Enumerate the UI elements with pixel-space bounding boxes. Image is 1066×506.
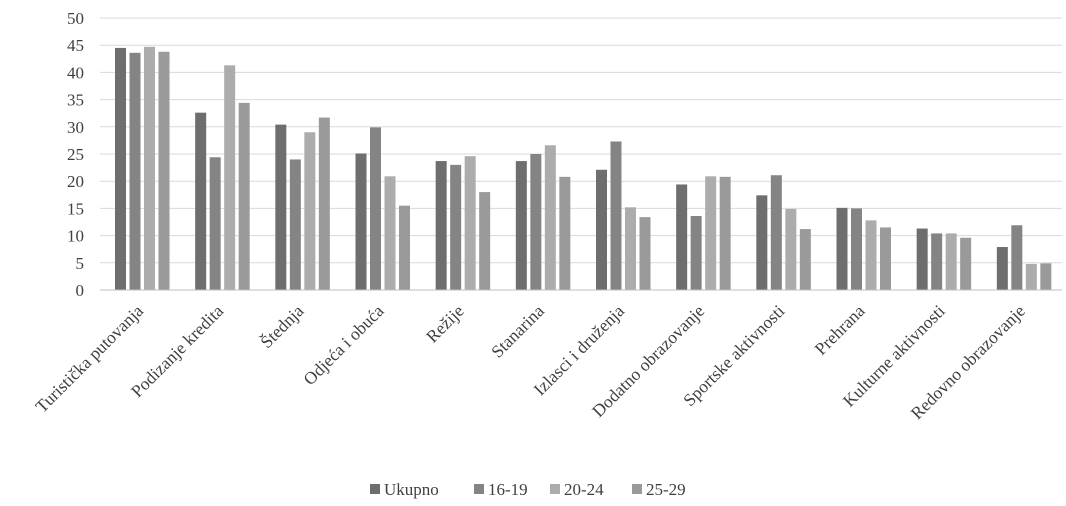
bar-16-19 [370,127,381,291]
bar-16-19 [770,175,782,290]
bar-16-19 [289,159,301,290]
x-category-label: Prehrana [810,301,868,359]
bar-20-24 [544,145,556,290]
bar-25-29 [559,176,571,290]
bar-20-24 [224,65,236,290]
bar-ukupno [275,124,287,291]
bar-16-19 [851,208,862,290]
legend: Ukupno 16-19 20-24 25-29 [370,480,686,499]
legend-swatch [370,484,380,494]
bar-ukupno [435,161,447,290]
bar-16-19 [610,141,622,290]
bar-20-24 [865,220,877,290]
gridlines [100,17,1062,264]
bar-ukupno [756,195,768,290]
y-tick-label: 25 [67,145,84,164]
legend-swatch [632,484,642,494]
bar-ukupno [596,169,607,290]
bar-20-24 [304,132,316,290]
bar-20-24 [144,46,155,290]
bar-25-29 [1040,263,1052,290]
bar-20-24 [464,156,476,290]
y-tick-label: 20 [67,172,84,191]
bar-25-29 [158,51,170,291]
x-category-label: Režije [422,301,468,347]
x-category-label: Odjeća i obuća [299,301,388,390]
bar-20-24 [705,176,717,290]
bar-20-24 [1025,263,1037,290]
bar-ukupno [996,247,1008,290]
y-tick-label: 40 [67,63,84,82]
bar-25-29 [639,217,651,290]
legend-swatch [474,484,484,494]
y-tick-label: 50 [67,9,84,28]
bar-16-19 [690,216,702,290]
bar-ukupno [676,184,688,290]
legend-label: 16-19 [488,480,528,499]
legend-label: 20-24 [564,480,604,499]
y-tick-label: 45 [67,36,84,55]
bar-25-29 [719,176,731,290]
y-tick-label: 35 [67,91,84,110]
y-tick-label: 30 [67,118,84,137]
legend-label: Ukupno [384,480,439,499]
bar-20-24 [785,208,797,290]
bar-25-29 [318,117,330,290]
legend-swatch [550,484,560,494]
y-tick-label: 5 [76,254,85,273]
bar-20-24 [945,233,957,290]
bar-25-29 [960,237,972,290]
bar-16-19 [450,164,462,290]
bar-ukupno [195,112,207,290]
bar-16-19 [1011,225,1023,290]
bar-ukupno [836,207,848,290]
bar-ukupno [916,228,928,290]
bar-25-29 [399,205,410,290]
bar-16-19 [530,154,542,290]
bar-ukupno [515,161,527,290]
bar-ukupno [355,153,367,290]
bar-25-29 [880,227,891,290]
bar-20-24 [625,207,636,290]
legend-label: 25-29 [646,480,686,499]
y-tick-label: 0 [76,281,85,300]
y-tick-label: 10 [67,227,84,246]
bar-ukupno [115,47,126,290]
bar-16-19 [129,52,141,290]
bar-25-29 [238,102,250,290]
bars [115,46,1052,291]
y-tick-label: 15 [67,199,84,218]
y-axis-ticks: 0 5 10 15 20 25 30 35 40 45 50 [67,9,84,300]
x-category-label: Stanarina [487,301,548,362]
bar-16-19 [209,157,221,290]
bar-25-29 [479,192,491,290]
x-category-label: Turistička putovanja [31,301,147,417]
bar-25-29 [799,229,811,290]
x-category-label: Štednja [256,301,307,352]
bar-16-19 [931,233,943,290]
bar-20-24 [384,176,396,290]
